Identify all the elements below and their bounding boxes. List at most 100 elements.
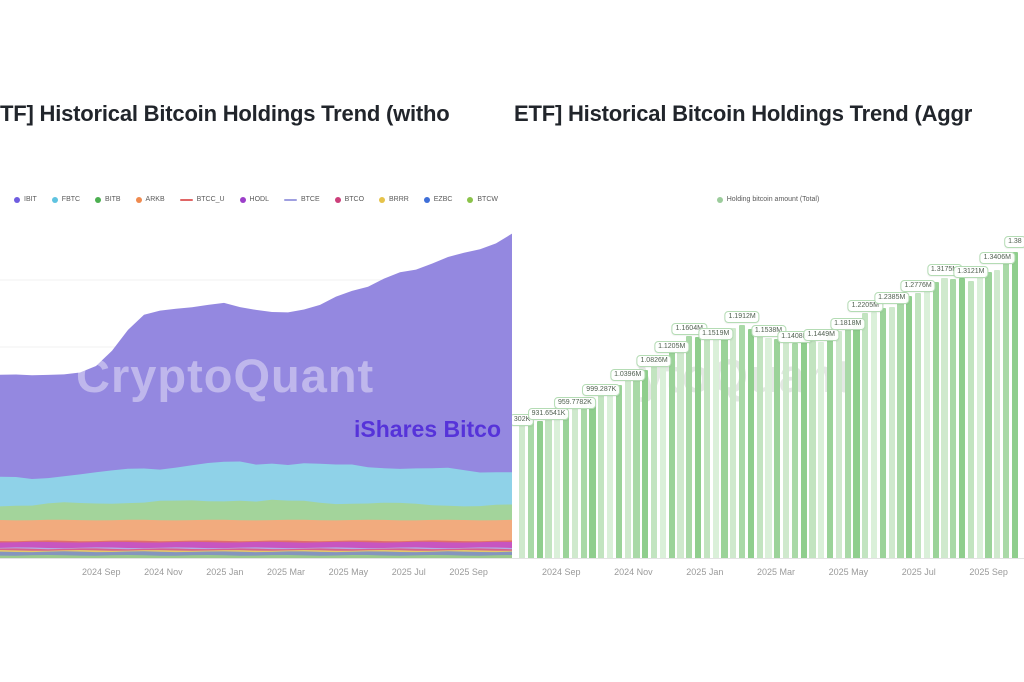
holdings-bar	[686, 335, 693, 558]
x-tick-label: 2025 Mar	[756, 567, 795, 577]
legend-item-arkb[interactable]: ARKB	[135, 196, 165, 203]
x-tick-label: 2025 Sep	[449, 567, 488, 577]
holdings-bar	[932, 281, 939, 558]
holdings-bar	[519, 423, 526, 558]
dot-marker-icon	[14, 196, 20, 203]
legend-item-hodl[interactable]: HODL	[239, 196, 269, 203]
holdings-bar	[862, 313, 869, 558]
legend-item-btcw[interactable]: BTCW	[467, 196, 498, 203]
dot-marker-icon	[334, 196, 341, 203]
x-tick-label: 2025 Jan	[686, 567, 724, 577]
legend-item-btcc_u[interactable]: BTCC_U	[179, 196, 225, 203]
holdings-bar	[739, 324, 746, 558]
x-tick-label: 2025 Jul	[901, 567, 936, 577]
holdings-bar	[615, 385, 622, 558]
legend-item-label: EZBC	[433, 196, 453, 203]
line-marker-icon	[283, 198, 297, 201]
dot-marker-icon	[95, 196, 102, 203]
green-dot-icon	[716, 196, 723, 203]
holdings-bar	[589, 399, 596, 558]
right-chart-title: ETF] Historical Bitcoin Holdings Trend (…	[514, 101, 973, 126]
holdings-bar	[563, 412, 570, 558]
holdings-bar	[712, 338, 719, 558]
holdings-bar	[642, 369, 649, 558]
legend-item-brrr[interactable]: BRRR	[378, 196, 409, 203]
legend-item-bitb[interactable]: BITB	[95, 196, 121, 203]
holdings-bar	[959, 278, 966, 558]
holdings-bar	[633, 373, 640, 558]
dot-marker-icon	[378, 196, 385, 203]
dot-marker-icon	[51, 196, 58, 203]
holdings-bar	[668, 350, 675, 558]
right-chart-legend: Holding bitcoin amount (Total)	[512, 196, 1024, 203]
holdings-bar	[677, 341, 684, 558]
legend-item-label: BTCE	[300, 196, 320, 203]
legend-item-ezbc[interactable]: EZBC	[423, 196, 453, 203]
holdings-bar	[1011, 252, 1018, 558]
holdings-bar	[888, 306, 895, 558]
holdings-bar	[967, 280, 974, 558]
holdings-bar	[747, 328, 754, 558]
holdings-bar	[800, 341, 807, 558]
area-series-btcw	[0, 555, 512, 558]
bar-value-label: 1.1912M	[724, 311, 760, 323]
dot-marker-icon	[423, 196, 430, 203]
legend-item-btco[interactable]: BTCO	[334, 196, 365, 203]
holdings-bar	[818, 341, 825, 558]
holdings-bar	[703, 336, 710, 558]
x-tick-label: 2025 May	[828, 567, 869, 577]
dot-marker-icon	[467, 196, 474, 203]
legend-item-fbtc[interactable]: FBTC	[51, 196, 80, 203]
holdings-bar	[571, 407, 578, 558]
holdings-bar	[1003, 261, 1010, 558]
x-tick-label: 2025 Mar	[266, 567, 305, 577]
bar-value-label: 1.0826M	[636, 355, 672, 367]
holdings-bar	[756, 332, 763, 558]
dot-marker-icon	[239, 196, 246, 203]
legend-item-label: BTCO	[344, 196, 365, 203]
bar-value-label: 931.6541K	[527, 408, 570, 420]
bar-value-label: 959.7782K	[553, 397, 596, 409]
right-bar-chart[interactable]: ytoQuant 302K 931.6541K 959.7782K 999.287K 1…	[512, 228, 1024, 559]
holdings-bar	[651, 362, 658, 558]
legend-item-label: BTCW	[477, 196, 498, 203]
legend-item-label: ARKB	[145, 196, 165, 203]
holdings-bar	[527, 421, 534, 558]
holdings-bar	[923, 288, 930, 558]
holdings-bar	[730, 327, 737, 558]
bar-value-label: 1.1449M	[803, 329, 839, 341]
holdings-bar	[915, 292, 922, 558]
x-tick-label: 2024 Nov	[614, 567, 653, 577]
bar-value-label: 1.1519M	[698, 328, 734, 340]
x-tick-label: 2025 May	[328, 567, 369, 577]
legend-item-label: BRRR	[388, 196, 409, 203]
holdings-bar	[906, 296, 913, 558]
legend-item-label: Holding bitcoin amount (Total)	[726, 196, 820, 203]
line-marker-icon	[179, 198, 193, 201]
holdings-bar	[844, 328, 851, 558]
holdings-bar	[545, 418, 552, 558]
x-tick-label: 2025 Jul	[391, 567, 426, 577]
holdings-bar	[879, 307, 886, 558]
left-stacked-area-chart[interactable]: CryptoQuant iShares Bitco	[0, 228, 512, 559]
holdings-bar	[791, 343, 798, 558]
dot-marker-icon	[135, 196, 142, 203]
bar-value-label: 1.2205M	[847, 300, 883, 312]
bar-value-label: 1.2776M	[900, 280, 936, 292]
legend-item-label: HODL	[249, 196, 269, 203]
holdings-bar	[783, 339, 790, 558]
x-tick-label: 2025 Jan	[206, 567, 244, 577]
right-chart-panel: ETF] Historical Bitcoin Holdings Trend (…	[512, 0, 1024, 682]
right-x-axis: 2024 Sep 2024 Nov 2025 Jan 2025 Mar 2025 May…	[512, 567, 1024, 577]
legend-item-btce[interactable]: BTCE	[283, 196, 320, 203]
holdings-bar	[809, 340, 816, 558]
left-x-axis: 2024 Sep 2024 Nov 2025 Jan 2025 Mar 2025 May…	[0, 567, 512, 577]
legend-item-ibit[interactable]: IBIT	[14, 196, 37, 203]
legend-item-total-holdings[interactable]: Holding bitcoin amount (Total)	[716, 196, 820, 203]
holdings-bar	[994, 270, 1001, 558]
holdings-bar	[536, 421, 543, 558]
holdings-bar	[835, 331, 842, 558]
holdings-bar	[624, 378, 631, 558]
left-chart-title: TF] Historical Bitcoin Holdings Trend (w…	[0, 101, 450, 126]
x-tick-label: 2024 Sep	[542, 567, 581, 577]
